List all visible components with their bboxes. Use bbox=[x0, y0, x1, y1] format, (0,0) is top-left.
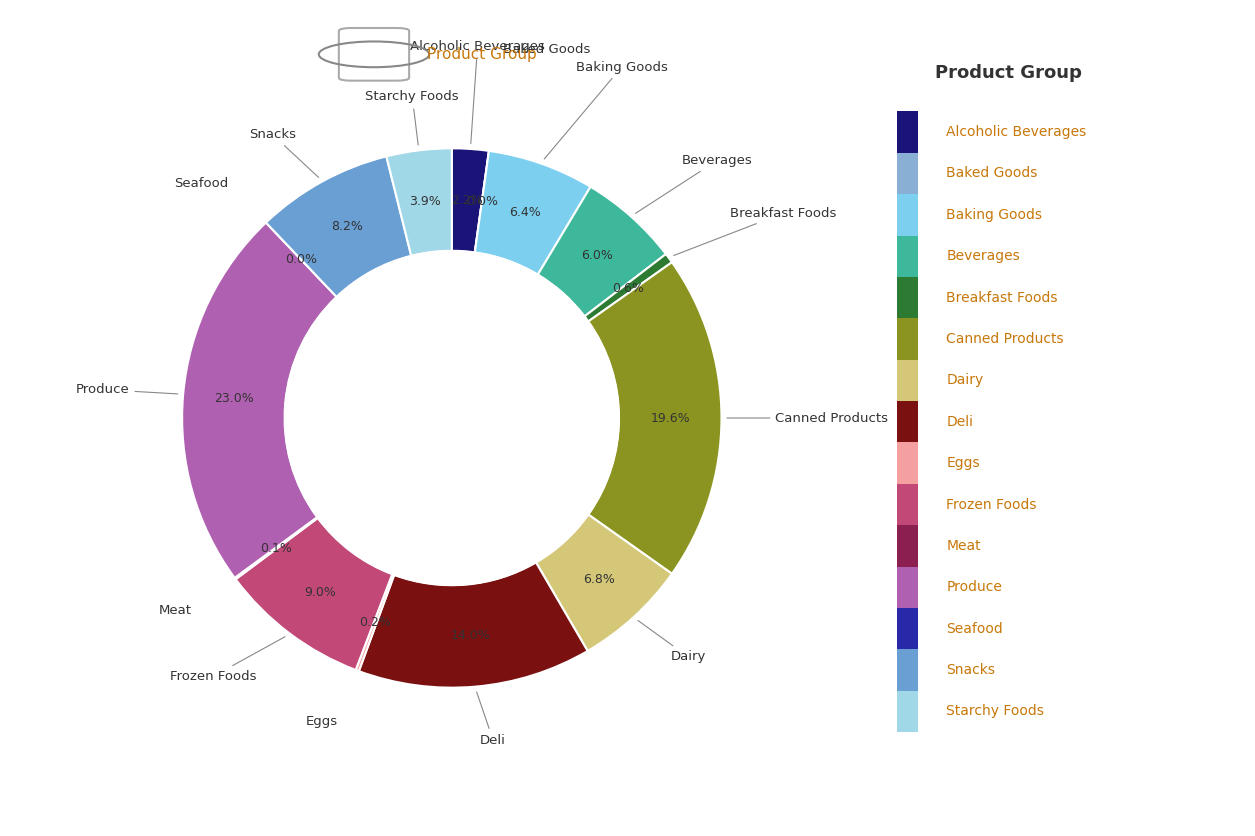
Wedge shape bbox=[538, 186, 666, 316]
FancyBboxPatch shape bbox=[897, 484, 919, 525]
Wedge shape bbox=[474, 150, 489, 252]
Wedge shape bbox=[235, 517, 318, 579]
Text: Beverages: Beverages bbox=[946, 249, 1020, 263]
Text: 19.6%: 19.6% bbox=[650, 411, 690, 425]
Wedge shape bbox=[355, 574, 394, 671]
Wedge shape bbox=[474, 150, 591, 274]
FancyBboxPatch shape bbox=[897, 525, 919, 567]
Text: Breakfast Foods: Breakfast Foods bbox=[674, 206, 836, 256]
FancyBboxPatch shape bbox=[897, 194, 919, 236]
Text: Deli: Deli bbox=[477, 692, 506, 747]
FancyBboxPatch shape bbox=[897, 153, 919, 194]
Text: Produce: Produce bbox=[946, 580, 1003, 594]
Text: Product Group: Product Group bbox=[427, 47, 536, 62]
Text: Frozen Foods: Frozen Foods bbox=[946, 497, 1037, 512]
Wedge shape bbox=[182, 222, 336, 578]
FancyBboxPatch shape bbox=[897, 608, 919, 650]
Text: Breakfast Foods: Breakfast Foods bbox=[946, 291, 1058, 304]
Wedge shape bbox=[452, 148, 489, 252]
Text: 6.8%: 6.8% bbox=[584, 573, 615, 585]
Text: Alcoholic Beverages: Alcoholic Beverages bbox=[410, 40, 545, 144]
Text: Starchy Foods: Starchy Foods bbox=[946, 705, 1044, 718]
Text: Frozen Foods: Frozen Foods bbox=[171, 637, 285, 683]
Text: Baked Goods: Baked Goods bbox=[503, 43, 590, 56]
Text: Eggs: Eggs bbox=[946, 456, 980, 470]
Text: Beverages: Beverages bbox=[635, 154, 753, 213]
Wedge shape bbox=[536, 515, 671, 651]
Text: 6.4%: 6.4% bbox=[508, 206, 541, 218]
Text: 9.0%: 9.0% bbox=[304, 586, 336, 599]
Text: Meat: Meat bbox=[946, 539, 981, 553]
Text: 3.9%: 3.9% bbox=[409, 195, 441, 207]
Text: 8.2%: 8.2% bbox=[330, 220, 363, 233]
FancyBboxPatch shape bbox=[897, 111, 919, 153]
FancyBboxPatch shape bbox=[897, 277, 919, 319]
Text: Snacks: Snacks bbox=[946, 663, 995, 677]
FancyBboxPatch shape bbox=[897, 442, 919, 484]
Wedge shape bbox=[266, 222, 336, 297]
Text: 6.0%: 6.0% bbox=[581, 248, 614, 262]
Text: Baking Goods: Baking Goods bbox=[946, 208, 1042, 222]
Text: 2.2%: 2.2% bbox=[451, 194, 483, 206]
FancyBboxPatch shape bbox=[897, 650, 919, 691]
Text: 0.2%: 0.2% bbox=[359, 616, 392, 629]
FancyBboxPatch shape bbox=[897, 236, 919, 277]
Text: Meat: Meat bbox=[159, 604, 192, 617]
Text: Snacks: Snacks bbox=[248, 128, 319, 177]
Text: 23.0%: 23.0% bbox=[215, 392, 254, 405]
Text: Baked Goods: Baked Goods bbox=[946, 166, 1038, 181]
FancyBboxPatch shape bbox=[897, 567, 919, 608]
Wedge shape bbox=[236, 518, 393, 670]
FancyBboxPatch shape bbox=[339, 28, 409, 81]
Text: Produce: Produce bbox=[75, 383, 178, 396]
Circle shape bbox=[285, 251, 619, 585]
Text: 0.6%: 0.6% bbox=[611, 282, 644, 295]
FancyBboxPatch shape bbox=[897, 319, 919, 359]
FancyBboxPatch shape bbox=[897, 691, 919, 732]
Text: Dairy: Dairy bbox=[638, 620, 705, 663]
Text: Eggs: Eggs bbox=[306, 715, 339, 727]
Text: 0.0%: 0.0% bbox=[466, 195, 498, 208]
Wedge shape bbox=[387, 148, 452, 256]
FancyBboxPatch shape bbox=[897, 401, 919, 442]
Text: Dairy: Dairy bbox=[946, 374, 984, 387]
Text: Deli: Deli bbox=[946, 415, 974, 429]
Text: 0.1%: 0.1% bbox=[260, 542, 292, 554]
Text: Seafood: Seafood bbox=[174, 177, 228, 190]
FancyBboxPatch shape bbox=[897, 359, 919, 401]
Text: Canned Products: Canned Products bbox=[946, 332, 1064, 346]
Text: Baking Goods: Baking Goods bbox=[545, 60, 668, 159]
Text: Alcoholic Beverages: Alcoholic Beverages bbox=[946, 125, 1087, 139]
Text: Product Group: Product Group bbox=[935, 64, 1082, 83]
Wedge shape bbox=[585, 254, 671, 321]
Wedge shape bbox=[589, 263, 722, 573]
Wedge shape bbox=[359, 563, 587, 688]
Wedge shape bbox=[266, 156, 412, 297]
Text: Canned Products: Canned Products bbox=[727, 411, 889, 425]
Text: Seafood: Seafood bbox=[946, 622, 1003, 635]
Text: Starchy Foods: Starchy Foods bbox=[365, 90, 459, 145]
Text: 14.0%: 14.0% bbox=[451, 630, 491, 642]
Text: 0.0%: 0.0% bbox=[285, 253, 318, 266]
